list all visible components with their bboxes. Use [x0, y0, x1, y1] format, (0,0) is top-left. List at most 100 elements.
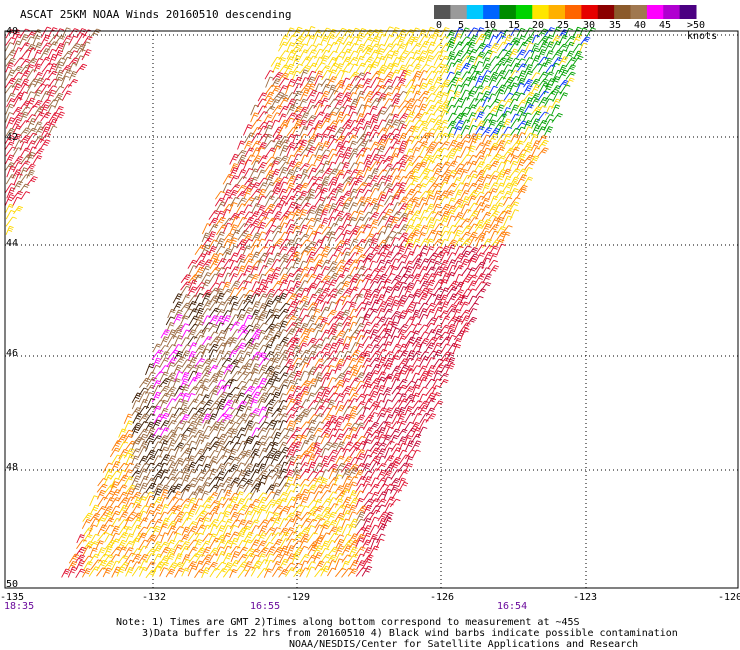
- wind-barb: [160, 532, 169, 543]
- wind-barb: [146, 376, 158, 388]
- wind-barb: [383, 328, 392, 339]
- wind-barb: [159, 371, 169, 382]
- wind-barb: [383, 119, 394, 130]
- wind-barb: [215, 520, 226, 530]
- wind-barb: [278, 349, 290, 361]
- wind-barb: [32, 49, 42, 60]
- wind-barb: [348, 539, 360, 550]
- wind-barb: [433, 328, 443, 340]
- wind-barb: [26, 127, 37, 136]
- wind-barb: [307, 182, 319, 194]
- wind-barb: [460, 250, 471, 262]
- wind-barb: [109, 481, 119, 493]
- wind-barb: [74, 48, 86, 60]
- wind-barb: [61, 41, 71, 52]
- wind-barb: [530, 98, 540, 108]
- wind-barb: [187, 265, 198, 277]
- wind-barb: [397, 154, 409, 165]
- wind-barb: [216, 525, 226, 536]
- wind-barb: [419, 412, 430, 424]
- wind-barb: [501, 139, 513, 151]
- wind-barb: [341, 41, 353, 52]
- wind-barb: [369, 455, 381, 466]
- wind-barb: [54, 49, 64, 60]
- wind-barb: [118, 428, 127, 438]
- wind-barb: [250, 342, 260, 354]
- wind-barb: [398, 69, 409, 81]
- wind-barb: [356, 505, 368, 516]
- wind-barb: [270, 272, 280, 284]
- wind-barb: [292, 196, 304, 206]
- wind-barb: [173, 356, 186, 367]
- wind-barb: [200, 434, 210, 445]
- wind-barb: [251, 301, 261, 312]
- wind-barb: [265, 288, 276, 298]
- wind-barb: [174, 553, 183, 563]
- wind-barb: [124, 484, 136, 495]
- wind-barb: [405, 380, 416, 389]
- wind-barb: [34, 83, 47, 94]
- wind-barb: [501, 118, 512, 130]
- wind-barb: [440, 364, 450, 374]
- wind-barb: [187, 413, 199, 424]
- wind-barb: [201, 358, 212, 368]
- legend-swatch: [532, 5, 550, 19]
- wind-barb: [181, 420, 191, 431]
- wind-barb: [277, 124, 288, 136]
- wind-barb: [131, 392, 142, 404]
- wind-barb: [293, 370, 303, 381]
- wind-barb: [172, 313, 183, 325]
- wind-barb: [537, 49, 547, 59]
- wind-barb: [89, 504, 100, 515]
- wind-barb: [215, 201, 226, 213]
- wind-barb: [368, 390, 378, 402]
- wind-barb: [165, 433, 178, 444]
- wind-barb: [305, 139, 315, 151]
- wind-barb: [278, 419, 288, 431]
- wind-barb: [321, 196, 331, 207]
- wind-barb: [293, 349, 303, 360]
- wind-barb: [509, 197, 521, 207]
- wind-barb: [285, 84, 294, 95]
- wind-barb: [194, 393, 204, 403]
- legend-label: 5: [458, 20, 465, 31]
- wind-barb: [404, 155, 415, 166]
- wind-barb: [272, 177, 282, 186]
- wind-barb: [173, 309, 183, 320]
- wind-barb: [383, 483, 394, 494]
- wind-barb: [263, 300, 273, 312]
- wind-barb: [265, 156, 276, 165]
- wind-barb: [368, 308, 379, 318]
- wind-barb: [265, 517, 276, 528]
- wind-barb: [391, 93, 401, 103]
- wind-barb: [235, 484, 245, 494]
- wind-barb: [11, 78, 23, 88]
- wind-barb: [425, 279, 436, 290]
- wind-barb: [454, 182, 465, 193]
- wind-barb: [299, 483, 309, 494]
- wind-barb: [333, 433, 345, 444]
- wind-barb: [341, 343, 351, 353]
- wind-barb: [342, 475, 352, 488]
- wind-barb: [27, 78, 39, 89]
- wind-barb: [459, 258, 470, 270]
- wind-barb: [229, 314, 240, 326]
- wind-barb: [481, 223, 492, 234]
- wind-barb: [530, 140, 541, 152]
- wind-barb: [363, 36, 373, 46]
- wind-barb: [243, 294, 254, 305]
- wind-barb: [433, 132, 444, 143]
- wind-barb: [537, 96, 549, 108]
- wind-barb: [531, 55, 541, 66]
- wind-barb: [412, 112, 423, 122]
- wind-barb: [425, 169, 434, 179]
- wind-barb: [264, 532, 276, 543]
- wind-barb: [285, 371, 297, 382]
- wind-barb: [333, 225, 344, 235]
- wind-barb: [19, 42, 30, 52]
- wind-barb: [369, 252, 381, 263]
- wind-barb: [537, 71, 549, 82]
- wind-barb: [446, 205, 456, 215]
- wind-barb: [165, 476, 177, 487]
- wind-barb: [467, 170, 478, 179]
